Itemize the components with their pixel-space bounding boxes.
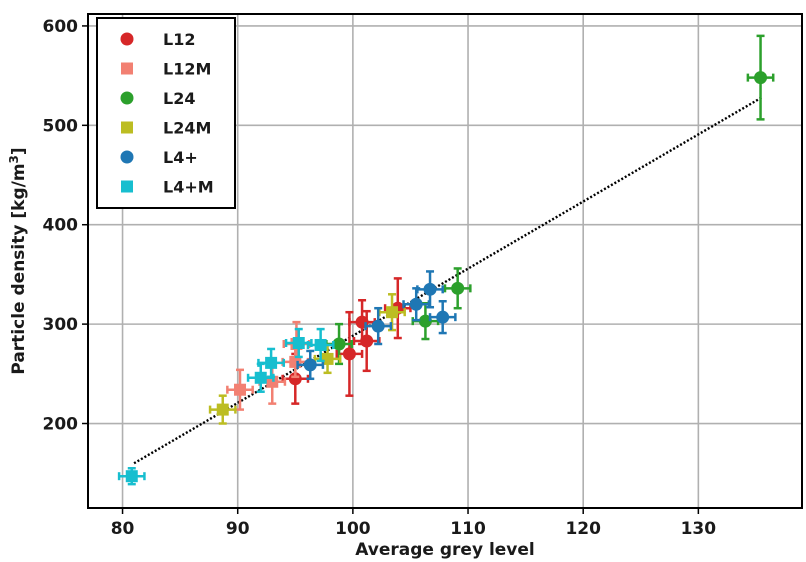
data-point	[314, 338, 327, 351]
x-tick-label: 110	[450, 519, 486, 539]
legend-label: L24	[163, 89, 195, 108]
legend-marker	[121, 62, 133, 75]
data-point	[371, 319, 385, 333]
legend-label: L12M	[163, 60, 211, 79]
legend-label: L12	[163, 30, 195, 49]
data-point	[254, 371, 267, 384]
data-point	[332, 337, 346, 351]
axis-ticks: 80 90 100 110 120 130 200 300 400 500 600	[43, 17, 717, 539]
data-point	[303, 358, 317, 372]
legend: L12 L12M L24 L24M L4+ L4+M	[96, 17, 236, 209]
y-axis-label: Particle density [kg/m3]	[7, 147, 29, 374]
series-L4+M	[117, 327, 335, 486]
data-point	[754, 71, 768, 85]
legend-label: L4+M	[163, 178, 214, 197]
grid-lines	[88, 14, 802, 508]
data-point	[386, 306, 399, 319]
y-tick-label: 600	[43, 17, 79, 37]
data-point	[451, 281, 465, 295]
plot-frame	[87, 13, 803, 509]
data-point	[216, 403, 229, 416]
legend-label: L24M	[163, 119, 211, 138]
data-point	[292, 337, 305, 350]
legend-marker	[120, 150, 134, 164]
data-point	[436, 310, 450, 324]
data-point	[234, 383, 247, 396]
x-axis-label: Average grey level	[355, 540, 535, 560]
y-tick-label: 400	[43, 216, 79, 236]
series-L4+	[296, 270, 457, 381]
data-points	[117, 34, 775, 486]
x-tick-label: 130	[681, 519, 717, 539]
data-point	[265, 356, 278, 369]
data-point	[423, 282, 437, 296]
legend-label: L4+	[163, 148, 198, 167]
y-tick-label: 500	[43, 116, 79, 136]
legend-marker	[120, 32, 134, 46]
fit-line	[133, 96, 763, 465]
y-tick-label: 300	[43, 315, 79, 335]
legend-marker	[120, 91, 134, 105]
x-tick-label: 80	[111, 519, 135, 539]
legend-marker	[121, 121, 133, 134]
x-tick-label: 120	[565, 519, 601, 539]
data-point	[409, 297, 423, 311]
legend-box	[96, 17, 236, 209]
y-tick-label: 200	[43, 415, 79, 435]
data-point	[288, 372, 302, 386]
legend-marker	[121, 180, 133, 193]
data-point	[418, 314, 432, 328]
x-tick-label: 90	[226, 519, 250, 539]
x-tick-label: 100	[335, 519, 371, 539]
data-point	[125, 470, 138, 483]
data-point	[342, 347, 356, 361]
